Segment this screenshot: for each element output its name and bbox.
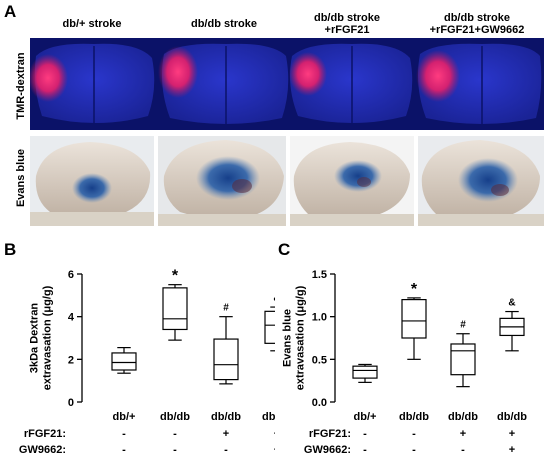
y-tick-label: 2 xyxy=(68,354,74,366)
column-title-1: db/+ stroke xyxy=(62,18,122,30)
tmr-dextran-image-row xyxy=(30,38,544,130)
panel-a-letter: A xyxy=(4,2,17,21)
column-title-3: db/db stroke +rFGF21 xyxy=(313,12,380,36)
treatment-value: + xyxy=(509,444,515,456)
treatment-value: - xyxy=(122,428,126,440)
treatment-value: - xyxy=(363,428,367,440)
category-label: db/db xyxy=(211,411,241,423)
y-axis-label: Evans blue extravasation (μg/g) xyxy=(282,285,307,390)
evans-blue-image-row xyxy=(30,136,544,226)
y-tick-label: 1.5 xyxy=(312,269,327,281)
y-axis-label-line: extravasation (μg/g) xyxy=(295,285,307,390)
treatment-value: + xyxy=(509,428,515,440)
treatment-value: - xyxy=(412,428,416,440)
fluor-tile-db-db-rfgf21-gw9662 xyxy=(416,43,542,124)
y-axis-label: 3kDa Dextran extravasation (μg/g) xyxy=(29,285,54,390)
fluor-tile-db-plus xyxy=(30,43,155,124)
significance-marker: & xyxy=(273,293,275,304)
row-label-tmr-dextran: TMR-dextran xyxy=(15,52,27,120)
y-axis-label-line: Evans blue xyxy=(282,309,294,367)
box-iqr xyxy=(264,310,275,344)
fluor-tile-db-db-rfgf21 xyxy=(289,43,413,124)
treatment-value: + xyxy=(223,428,229,440)
treatment-value: - xyxy=(122,444,126,456)
panel-b-boxplot: 0 2 4 6 3kDa Dextran extravasation (μg/g) db/+… xyxy=(19,268,275,456)
box-iqr xyxy=(111,352,137,371)
y-axis-label-line: extravasation (μg/g) xyxy=(42,285,54,390)
y-tick-label: 0 xyxy=(68,397,74,409)
treatment-value: - xyxy=(363,444,367,456)
y-tick-label: 0.5 xyxy=(312,354,327,366)
column-title-2: db/db stroke xyxy=(190,18,257,30)
y-tick-label: 4 xyxy=(68,312,75,324)
row-label-evans-blue: Evans blue xyxy=(15,148,27,208)
y-tick-label: 0.0 xyxy=(312,397,327,409)
significance-marker: # xyxy=(460,320,466,331)
column-title-4: db/db stroke +rFGF21+GW9662 xyxy=(429,12,525,36)
treatment-row-label: rFGF21: xyxy=(309,428,351,440)
treatment-value: + xyxy=(274,444,275,456)
treatment-row-label: GW9662: xyxy=(304,444,351,456)
panel-c-boxplot: 0.0 0.5 1.0 1.5 Evans blue extravasation (μg/… xyxy=(282,269,528,456)
category-label: db/db xyxy=(160,411,190,423)
treatment-value: - xyxy=(173,444,177,456)
box-iqr xyxy=(213,338,239,381)
category-label: db/db xyxy=(497,411,527,423)
fluor-tile-db-db xyxy=(158,43,289,124)
significance-marker: * xyxy=(411,281,418,298)
treatment-row-label: rFGF21: xyxy=(24,428,66,440)
treatment-value: + xyxy=(460,428,466,440)
box-iqr xyxy=(401,298,427,339)
category-label: db/db xyxy=(262,411,275,423)
category-label: db/+ xyxy=(113,411,136,423)
significance-marker: # xyxy=(223,303,229,314)
box-iqr xyxy=(352,365,378,379)
treatment-value: - xyxy=(461,444,465,456)
y-tick-label: 6 xyxy=(68,269,74,281)
panel-c-letter: C xyxy=(278,240,291,259)
significance-marker: * xyxy=(172,268,179,285)
category-label: db/db xyxy=(448,411,478,423)
significance-marker: & xyxy=(508,298,515,309)
category-label: db/db xyxy=(399,411,429,423)
box-iqr xyxy=(162,287,188,331)
treatment-value: - xyxy=(224,444,228,456)
treatment-row-label: GW9662: xyxy=(19,444,66,456)
y-tick-label: 1.0 xyxy=(312,312,327,324)
box-iqr xyxy=(450,343,476,376)
treatment-value: - xyxy=(412,444,416,456)
y-axis-label-line: 3kDa Dextran xyxy=(29,303,41,374)
treatment-value: + xyxy=(274,428,275,440)
category-label: db/+ xyxy=(354,411,377,423)
treatment-value: - xyxy=(173,428,177,440)
panel-b-letter: B xyxy=(4,240,17,259)
